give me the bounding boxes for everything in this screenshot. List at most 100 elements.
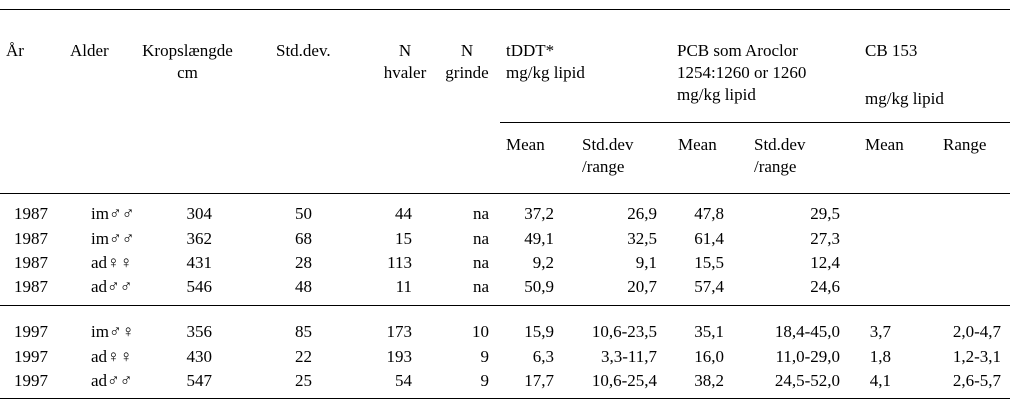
- cell-tddt-sd: 10,6-25,4: [591, 371, 657, 390]
- subheader-tddt-sd-line1: Std.dev: [582, 135, 634, 154]
- cell-tddt-mean: 37,2: [524, 204, 554, 223]
- cell-year: 1997: [14, 347, 48, 366]
- cell-std-dev: 25: [295, 371, 312, 390]
- header-body-length: Kropslængde cm: [130, 40, 245, 84]
- header-bottom-rule: [0, 193, 1010, 194]
- cell-n-pods: na: [472, 229, 489, 248]
- subheader-rule: [500, 122, 1010, 123]
- cell-age: ad♂♂: [91, 371, 133, 390]
- header-n-whales: N hvaler: [372, 40, 438, 84]
- header-age: Alder: [70, 41, 109, 60]
- cell-body-length: 547: [186, 371, 213, 390]
- header-body-length-line1: Kropslængde: [142, 41, 233, 60]
- cell-cb-mean: 4,1: [869, 371, 891, 390]
- cell-n-pods: na: [472, 253, 489, 272]
- cell-pcb-mean: 15,5: [694, 253, 724, 272]
- header-tddt: tDDT* mg/kg lipid: [506, 40, 585, 84]
- cell-body-length: 356: [186, 322, 213, 341]
- cell-pcb-sd: 24,6: [810, 277, 840, 296]
- cell-std-dev: 85: [295, 322, 312, 341]
- cell-tddt-mean: 9,2: [532, 253, 554, 272]
- cell-body-length: 546: [186, 277, 213, 296]
- cell-tddt-sd: 9,1: [635, 253, 657, 272]
- subheader-cb-mean: Mean: [865, 135, 904, 154]
- cell-tddt-sd: 10,6-23,5: [591, 322, 657, 341]
- header-n-pods-line2: grinde: [445, 63, 489, 82]
- cell-age: im♂♂: [91, 204, 135, 223]
- cell-body-length: 362: [186, 229, 213, 248]
- cell-tddt-mean: 17,7: [524, 371, 554, 390]
- cell-std-dev: 50: [295, 204, 312, 223]
- group-separator-rule: [0, 305, 1010, 306]
- cell-year: 1987: [14, 253, 48, 272]
- cell-n-pods: 10: [472, 322, 489, 341]
- cell-tddt-sd: 20,7: [627, 277, 657, 296]
- subheader-cb-range: Range: [943, 135, 987, 154]
- header-cb153-line2: mg/kg lipid: [865, 89, 944, 108]
- cell-body-length: 430: [186, 347, 213, 366]
- cell-body-length: 304: [186, 204, 213, 223]
- cell-std-dev: 28: [295, 253, 312, 272]
- cell-std-dev: 22: [295, 347, 312, 366]
- cell-age: im♂♂: [91, 229, 135, 248]
- header-year: År: [6, 41, 24, 60]
- cell-n-pods: na: [472, 204, 489, 223]
- cell-cb-range: 1,2-3,1: [952, 347, 1001, 366]
- subheader-tddt-sd: Std.dev /range: [582, 134, 633, 178]
- cell-tddt-sd: 3,3-11,7: [600, 347, 657, 366]
- cell-year: 1987: [14, 204, 48, 223]
- cell-tddt-sd: 26,9: [627, 204, 657, 223]
- cell-n-pods: 9: [480, 347, 490, 366]
- cell-age: ad♂♂: [91, 277, 133, 296]
- cell-age: ad♀♀: [91, 253, 133, 272]
- cell-year: 1997: [14, 322, 48, 341]
- cell-cb-mean: 1,8: [869, 347, 891, 366]
- header-tddt-line2: mg/kg lipid: [506, 63, 585, 82]
- cell-cb-mean: 3,7: [869, 322, 891, 341]
- cell-std-dev: 68: [295, 229, 312, 248]
- subheader-pcb-sd: Std.dev /range: [754, 134, 805, 178]
- cell-year: 1987: [14, 277, 48, 296]
- cell-tddt-mean: 49,1: [524, 229, 554, 248]
- header-n-whales-line1: N: [398, 41, 412, 60]
- cell-tddt-mean: 6,3: [532, 347, 554, 366]
- cell-pcb-sd: 18,4-45,0: [774, 322, 840, 341]
- cell-pcb-sd: 24,5-52,0: [774, 371, 840, 390]
- cell-age: im♂♀: [91, 322, 135, 341]
- header-tddt-line1: tDDT*: [506, 41, 555, 60]
- subheader-tddt-sd-line2: /range: [582, 157, 625, 176]
- cell-pcb-mean: 38,2: [694, 371, 724, 390]
- subheader-pcb-sd-line1: Std.dev: [754, 135, 806, 154]
- cell-year: 1987: [14, 229, 48, 248]
- cell-n-whales: 113: [387, 253, 412, 272]
- cell-tddt-sd: 32,5: [627, 229, 657, 248]
- cell-n-whales: 11: [395, 277, 412, 296]
- cell-pcb-mean: 61,4: [694, 229, 724, 248]
- cell-body-length: 431: [186, 253, 213, 272]
- top-rule: [0, 9, 1010, 10]
- cell-pcb-mean: 16,0: [694, 347, 724, 366]
- header-pcb-line2: 1254:1260 or 1260: [677, 63, 807, 82]
- cell-age: ad♀♀: [91, 347, 133, 366]
- cell-cb-range: 2,6-5,7: [952, 371, 1001, 390]
- cell-pcb-mean: 35,1: [694, 322, 724, 341]
- cell-n-whales: 173: [386, 322, 413, 341]
- subheader-pcb-sd-line2: /range: [754, 157, 797, 176]
- cell-pcb-sd: 29,5: [810, 204, 840, 223]
- cell-n-whales: 193: [386, 347, 413, 366]
- bottom-rule: [0, 398, 1010, 399]
- header-n-pods: N grinde: [440, 40, 494, 84]
- header-pcb: PCB som Aroclor 1254:1260 or 1260 mg/kg …: [677, 40, 806, 106]
- subheader-pcb-mean: Mean: [678, 135, 717, 154]
- cell-pcb-mean: 47,8: [694, 204, 724, 223]
- header-n-pods-line1: N: [460, 41, 474, 60]
- cell-n-pods: 9: [480, 371, 490, 390]
- header-pcb-line3: mg/kg lipid: [677, 85, 756, 104]
- cell-n-whales: 15: [395, 229, 412, 248]
- cell-n-whales: 44: [395, 204, 412, 223]
- header-std-dev: Std.dev.: [276, 41, 331, 60]
- cell-tddt-mean: 50,9: [524, 277, 554, 296]
- header-cb153-line1: CB 153: [865, 41, 918, 60]
- cell-pcb-sd: 12,4: [810, 253, 840, 272]
